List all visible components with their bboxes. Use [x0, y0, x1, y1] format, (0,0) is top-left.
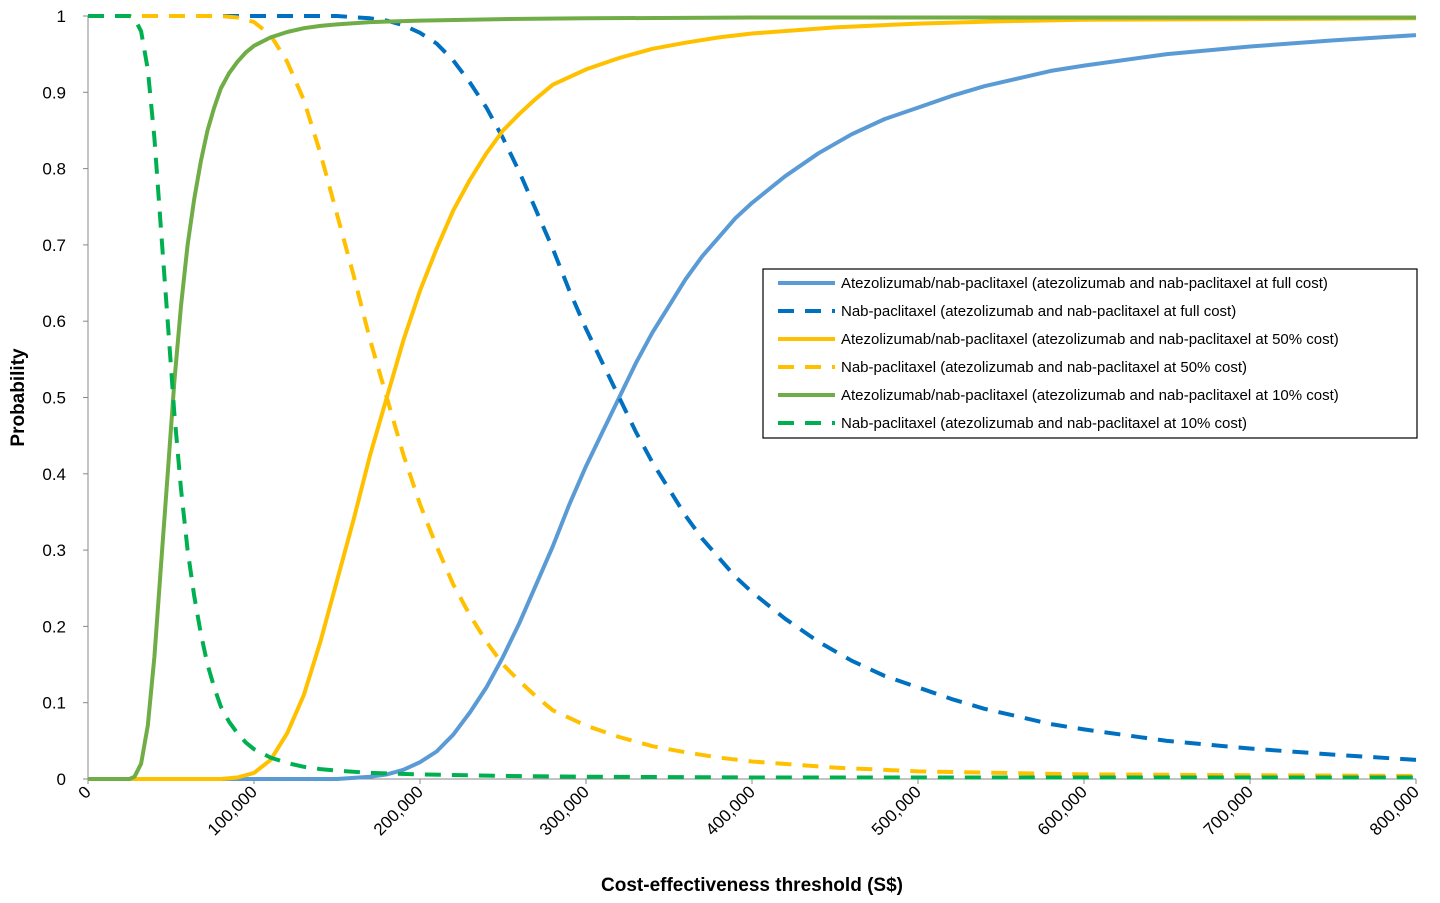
legend-label-1: Atezolizumab/nab-paclitaxel (atezolizuma…: [841, 275, 1328, 292]
series-line-1: [88, 33, 1417, 781]
legend-label-3: Atezolizumab/nab-paclitaxel (atezolizuma…: [841, 331, 1339, 348]
x-tick-label: 200,000: [370, 782, 427, 839]
y-tick-label: 0.4: [42, 465, 66, 484]
series-line-6: [88, 14, 1416, 780]
x-tick-label: 600,000: [1034, 782, 1091, 839]
x-tick-label: 700,000: [1200, 782, 1257, 839]
legend-label-5: Atezolizumab/nab-paclitaxel (atezolizuma…: [841, 387, 1339, 404]
y-tick-label: 0.5: [42, 389, 66, 408]
legend-label-6: Nab-paclitaxel (atezolizumab and nab-pac…: [841, 415, 1247, 432]
legend-label-2: Nab-paclitaxel (atezolizumab and nab-pac…: [841, 303, 1236, 320]
y-tick-label: 0: [57, 770, 66, 789]
y-tick-label: 0.1: [42, 694, 66, 713]
x-tick-label: 100,000: [204, 782, 261, 839]
x-tick-label: 800,000: [1366, 782, 1423, 839]
legend-box: [762, 268, 1418, 439]
y-tick-label: 0.8: [42, 160, 66, 179]
y-axis-title: Probability: [8, 348, 29, 447]
x-tick-label: 500,000: [868, 782, 925, 839]
y-tick-label: 0.7: [42, 236, 66, 255]
y-tick-label: 0.3: [42, 541, 66, 560]
series-layer: [88, 14, 1417, 781]
legend-label-4: Nab-paclitaxel (atezolizumab and nab-pac…: [841, 359, 1247, 376]
series-line-4: [88, 14, 1417, 778]
series-line-5: [88, 15, 1416, 781]
legend: Atezolizumab/nab-paclitaxel (atezolizuma…: [762, 268, 1418, 439]
series-line-3: [88, 16, 1417, 781]
y-tick-label: 0.6: [42, 312, 66, 331]
y-tick-label: 0.9: [42, 83, 66, 102]
y-tick-label: 1: [57, 7, 66, 26]
x-tick-label: 0: [75, 782, 95, 802]
x-tick-label: 400,000: [702, 782, 759, 839]
y-tick-label: 0.2: [42, 617, 66, 636]
series-line-2: [88, 14, 1417, 762]
x-axis-title: Cost-effectiveness threshold (S$): [601, 875, 903, 896]
x-tick-label: 300,000: [536, 782, 593, 839]
